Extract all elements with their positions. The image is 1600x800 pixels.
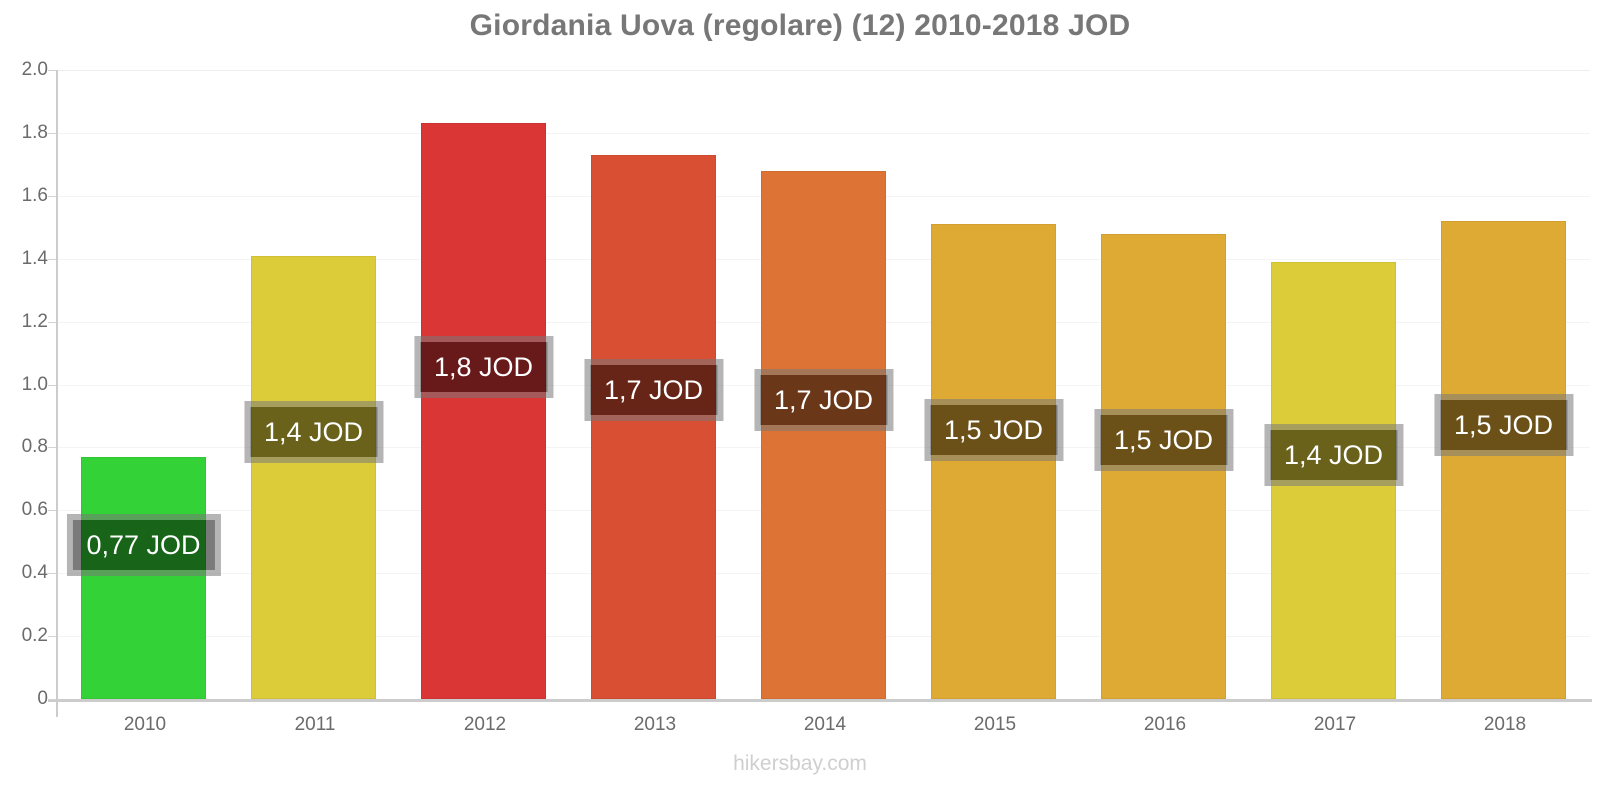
y-axis-tick-mark — [48, 699, 56, 700]
bar-value-label: 1,5 JOD — [1439, 400, 1568, 450]
bar-value-label: 1,5 JOD — [929, 405, 1058, 455]
bar-rect — [1101, 234, 1226, 699]
bar-rect — [251, 256, 376, 699]
x-axis-tick-label: 2012 — [463, 714, 507, 735]
x-axis-tick-label: 2010 — [123, 714, 167, 735]
x-axis-tick-label: 2013 — [633, 714, 677, 735]
bar[interactable] — [761, 171, 886, 699]
bar-rect — [421, 123, 546, 699]
bar-value-label: 1,8 JOD — [419, 342, 548, 392]
y-axis-tick-mark — [48, 195, 56, 197]
y-axis-tick-mark — [48, 573, 56, 575]
bar-value-label: 1,4 JOD — [1269, 430, 1398, 480]
bar-value-label: 1,4 JOD — [249, 407, 378, 457]
y-axis-tick-mark — [48, 510, 56, 512]
bar[interactable] — [931, 224, 1056, 699]
bar[interactable] — [1441, 221, 1566, 699]
y-axis-tick-label: 0.4 — [21, 562, 48, 584]
y-axis-tick-label: 1.6 — [21, 184, 48, 206]
x-axis-line — [48, 699, 1592, 702]
gridline — [56, 70, 1590, 71]
y-axis-tick-label: 0.2 — [21, 625, 48, 647]
bar-value-label: 1,5 JOD — [1099, 415, 1228, 465]
y-axis-tick-label: 1.2 — [21, 310, 48, 332]
bar-value-label: 0,77 JOD — [72, 520, 215, 570]
bar[interactable] — [591, 155, 716, 699]
y-axis-tick-mark — [48, 132, 56, 134]
bar[interactable] — [81, 457, 206, 699]
bar[interactable] — [1271, 262, 1396, 699]
gridline — [56, 132, 1590, 134]
y-axis-line — [56, 70, 58, 699]
bar-value-label: 1,7 JOD — [759, 375, 888, 425]
bar-rect — [1271, 262, 1396, 699]
bar-rect — [591, 155, 716, 699]
y-axis-tick-mark — [48, 321, 56, 323]
bar-rect — [931, 224, 1056, 699]
bar-rect — [81, 457, 206, 699]
x-axis-tick-label: 2017 — [1313, 714, 1357, 735]
source-watermark: hikersbay.com — [733, 752, 867, 775]
bar-value-label: 1,7 JOD — [589, 365, 718, 415]
chart-title: Giordania Uova (regolare) (12) 2010-2018… — [469, 9, 1131, 42]
y-axis-tick-label: 0 — [37, 688, 48, 709]
y-axis-tick-label: 0.8 — [21, 436, 48, 458]
x-axis-tick-label: 2015 — [973, 714, 1017, 735]
bar-rect — [761, 171, 886, 699]
y-axis-tick-label: 0.6 — [21, 499, 48, 521]
y-axis-tick-label: 1.0 — [21, 373, 48, 395]
y-axis-tick-mark — [48, 447, 56, 449]
x-axis-tick-label: 2018 — [1483, 714, 1527, 735]
x-axis-tick-label: 2016 — [1143, 714, 1187, 735]
y-axis-tick-mark — [48, 384, 56, 386]
x-axis-tick-label: 2011 — [294, 714, 336, 735]
y-axis-tick-label: 2.0 — [21, 59, 48, 80]
bar[interactable] — [251, 256, 376, 699]
y-axis-tick-label: 1.4 — [21, 247, 48, 269]
bar[interactable] — [1101, 234, 1226, 699]
bar-rect — [1441, 221, 1566, 699]
y-axis-stub — [56, 699, 58, 717]
x-axis-tick-label: 2014 — [803, 714, 847, 735]
bar[interactable] — [421, 123, 546, 699]
y-axis-tick-mark — [48, 258, 56, 260]
y-axis-tick-mark — [48, 636, 56, 638]
y-axis-tick-mark — [48, 70, 56, 71]
y-axis-tick-label: 1.8 — [21, 121, 48, 143]
